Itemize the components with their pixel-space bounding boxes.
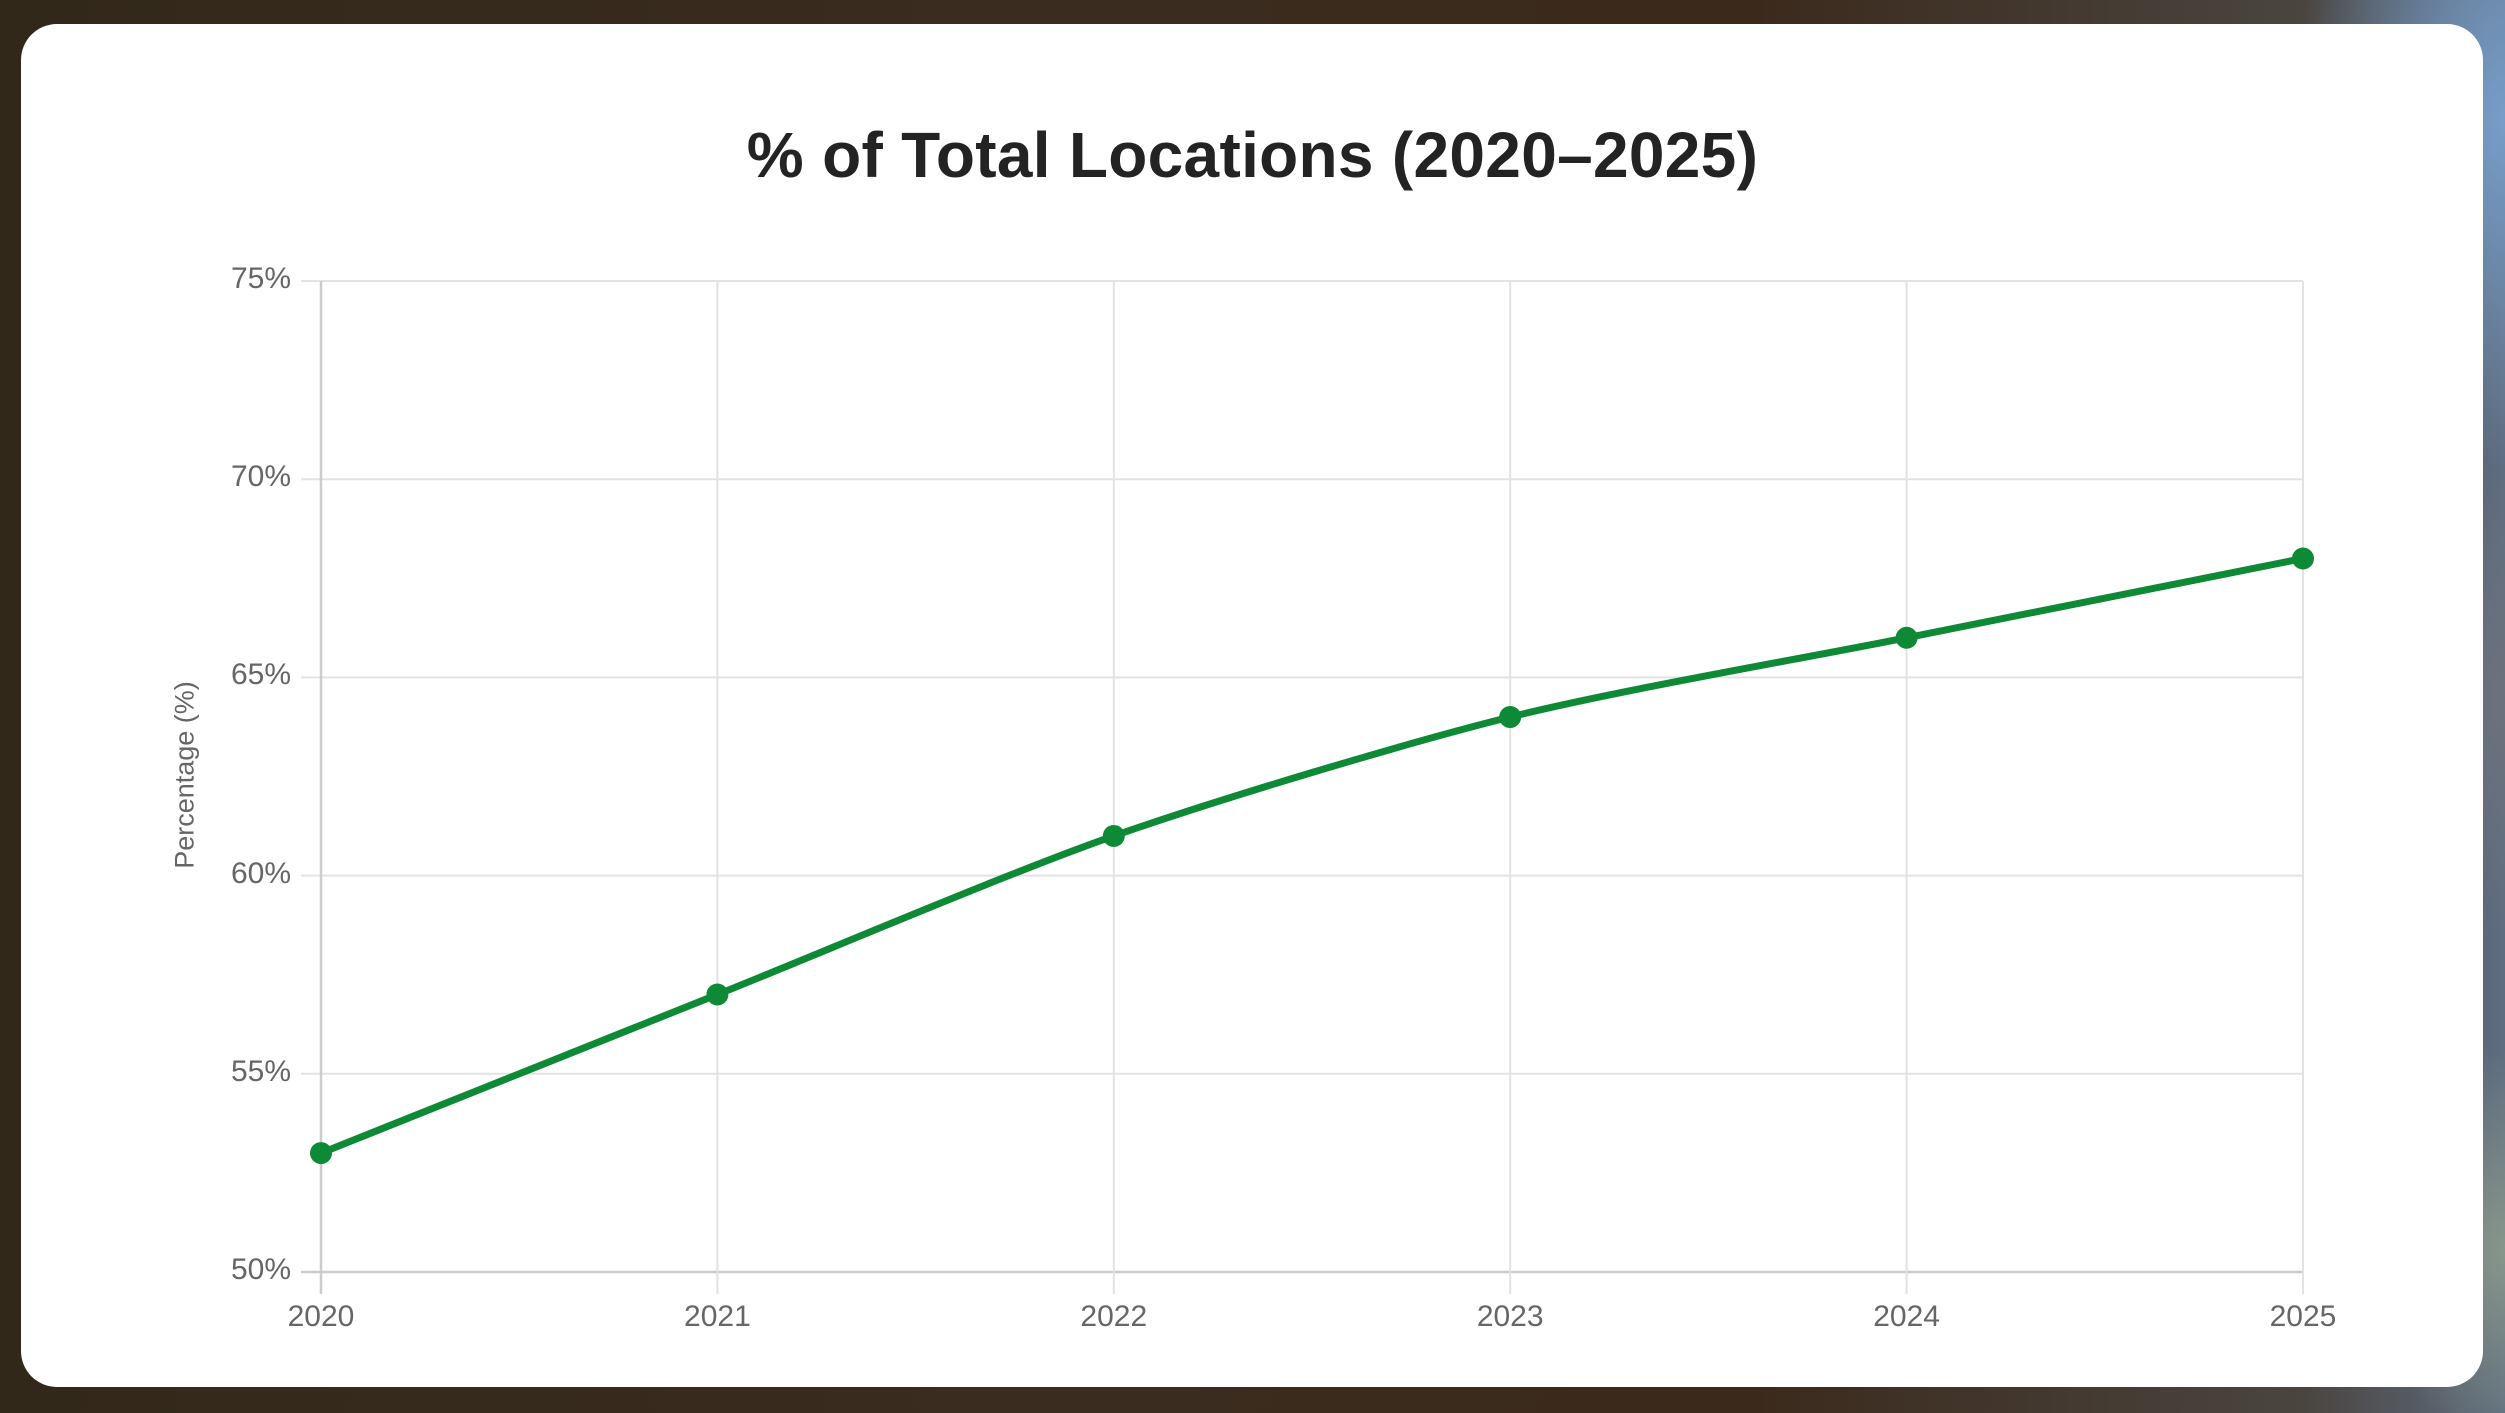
x-tick-label: 2023 [1476,1300,1544,1333]
chart-title: % of Total Locations (2020–2025) [746,119,1759,191]
gridlines [301,280,2304,1294]
x-tick-label: 2022 [1080,1300,1148,1333]
y-tick-label: 50% [230,1253,291,1286]
y-tick-label: 60% [230,856,291,890]
data-point[interactable] [2292,547,2314,570]
data-point[interactable] [1895,626,1918,649]
y-tick-label: 65% [230,658,291,692]
x-tick-label: 2021 [684,1300,751,1333]
data-point[interactable] [1102,824,1125,847]
y-tick-label: 70% [230,460,291,494]
data-point[interactable] [1499,706,1522,729]
y-tick-label: 75% [230,262,291,295]
y-tick-label: 55% [230,1054,291,1088]
x-tick-label: 2025 [2269,1300,2337,1333]
x-tick-label: 2024 [1873,1300,1940,1333]
x-tick-label: 2020 [287,1300,355,1333]
data-point[interactable] [706,983,729,1006]
data-point-markers [310,547,2314,1165]
data-point[interactable] [310,1142,332,1165]
series-line [317,554,2307,1157]
chart-card [21,24,2483,1387]
